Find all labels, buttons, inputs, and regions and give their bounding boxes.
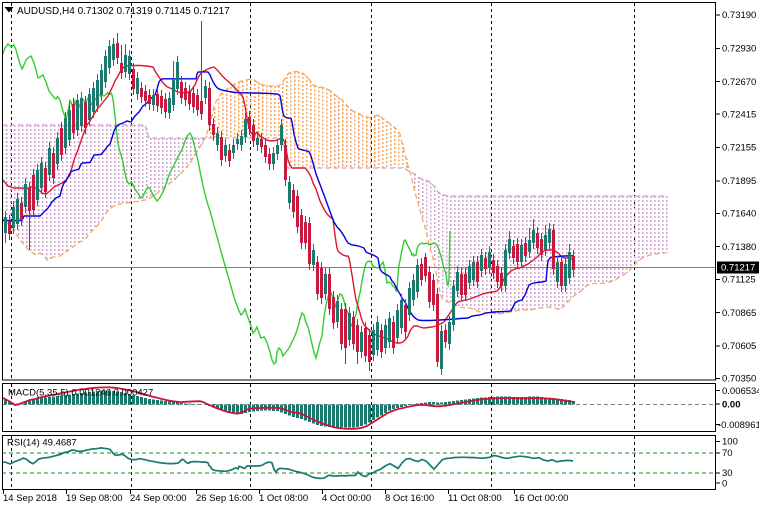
svg-text:0.72155: 0.72155 bbox=[722, 143, 756, 154]
svg-text:0.72670: 0.72670 bbox=[722, 77, 756, 88]
svg-text:11 Oct 08:00: 11 Oct 08:00 bbox=[448, 493, 502, 504]
svg-text:1 Oct 08:00: 1 Oct 08:00 bbox=[259, 493, 308, 504]
svg-text:0.73190: 0.73190 bbox=[722, 10, 756, 21]
svg-text:0.71895: 0.71895 bbox=[722, 176, 756, 187]
svg-text:0.70865: 0.70865 bbox=[722, 308, 756, 319]
svg-text:26 Sep 16:00: 26 Sep 16:00 bbox=[196, 493, 253, 504]
svg-text:14 Sep 2018: 14 Sep 2018 bbox=[3, 493, 57, 504]
svg-text:-0.008961: -0.008961 bbox=[718, 420, 759, 431]
svg-text:19 Sep 08:00: 19 Sep 08:00 bbox=[66, 493, 123, 504]
svg-text:70: 70 bbox=[722, 448, 733, 459]
svg-text:24 Sep 00:00: 24 Sep 00:00 bbox=[130, 493, 187, 504]
svg-text:AUDUSD,H4 0.71302 0.71319 0.7: AUDUSD,H4 0.71302 0.71319 0.71145 0.7121… bbox=[17, 6, 230, 17]
svg-text:0.70350: 0.70350 bbox=[722, 374, 756, 385]
svg-text:0: 0 bbox=[722, 478, 727, 489]
svg-text:0.006534: 0.006534 bbox=[722, 386, 759, 397]
svg-text:0.72415: 0.72415 bbox=[722, 109, 756, 120]
svg-text:8 Oct 16:00: 8 Oct 16:00 bbox=[385, 493, 434, 504]
svg-text:0.72930: 0.72930 bbox=[722, 44, 756, 55]
svg-text:MACD(5,35,5) 0.001246 0.000427: MACD(5,35,5) 0.001246 0.000427 bbox=[8, 388, 153, 399]
svg-text:4 Oct 00:00: 4 Oct 00:00 bbox=[322, 493, 371, 504]
svg-text:0.71640: 0.71640 bbox=[722, 209, 756, 220]
svg-text:0.71380: 0.71380 bbox=[722, 242, 756, 253]
svg-text:100: 100 bbox=[722, 437, 738, 448]
svg-text:0.71125: 0.71125 bbox=[722, 275, 756, 286]
svg-text:30: 30 bbox=[722, 468, 733, 479]
svg-text:16 Oct 00:00: 16 Oct 00:00 bbox=[514, 493, 568, 504]
svg-text:0.70605: 0.70605 bbox=[722, 341, 756, 352]
svg-text:0.71217: 0.71217 bbox=[721, 263, 755, 274]
svg-text:0.00: 0.00 bbox=[722, 399, 741, 410]
svg-text:RSI(14) 49.4687: RSI(14) 49.4687 bbox=[7, 438, 77, 449]
